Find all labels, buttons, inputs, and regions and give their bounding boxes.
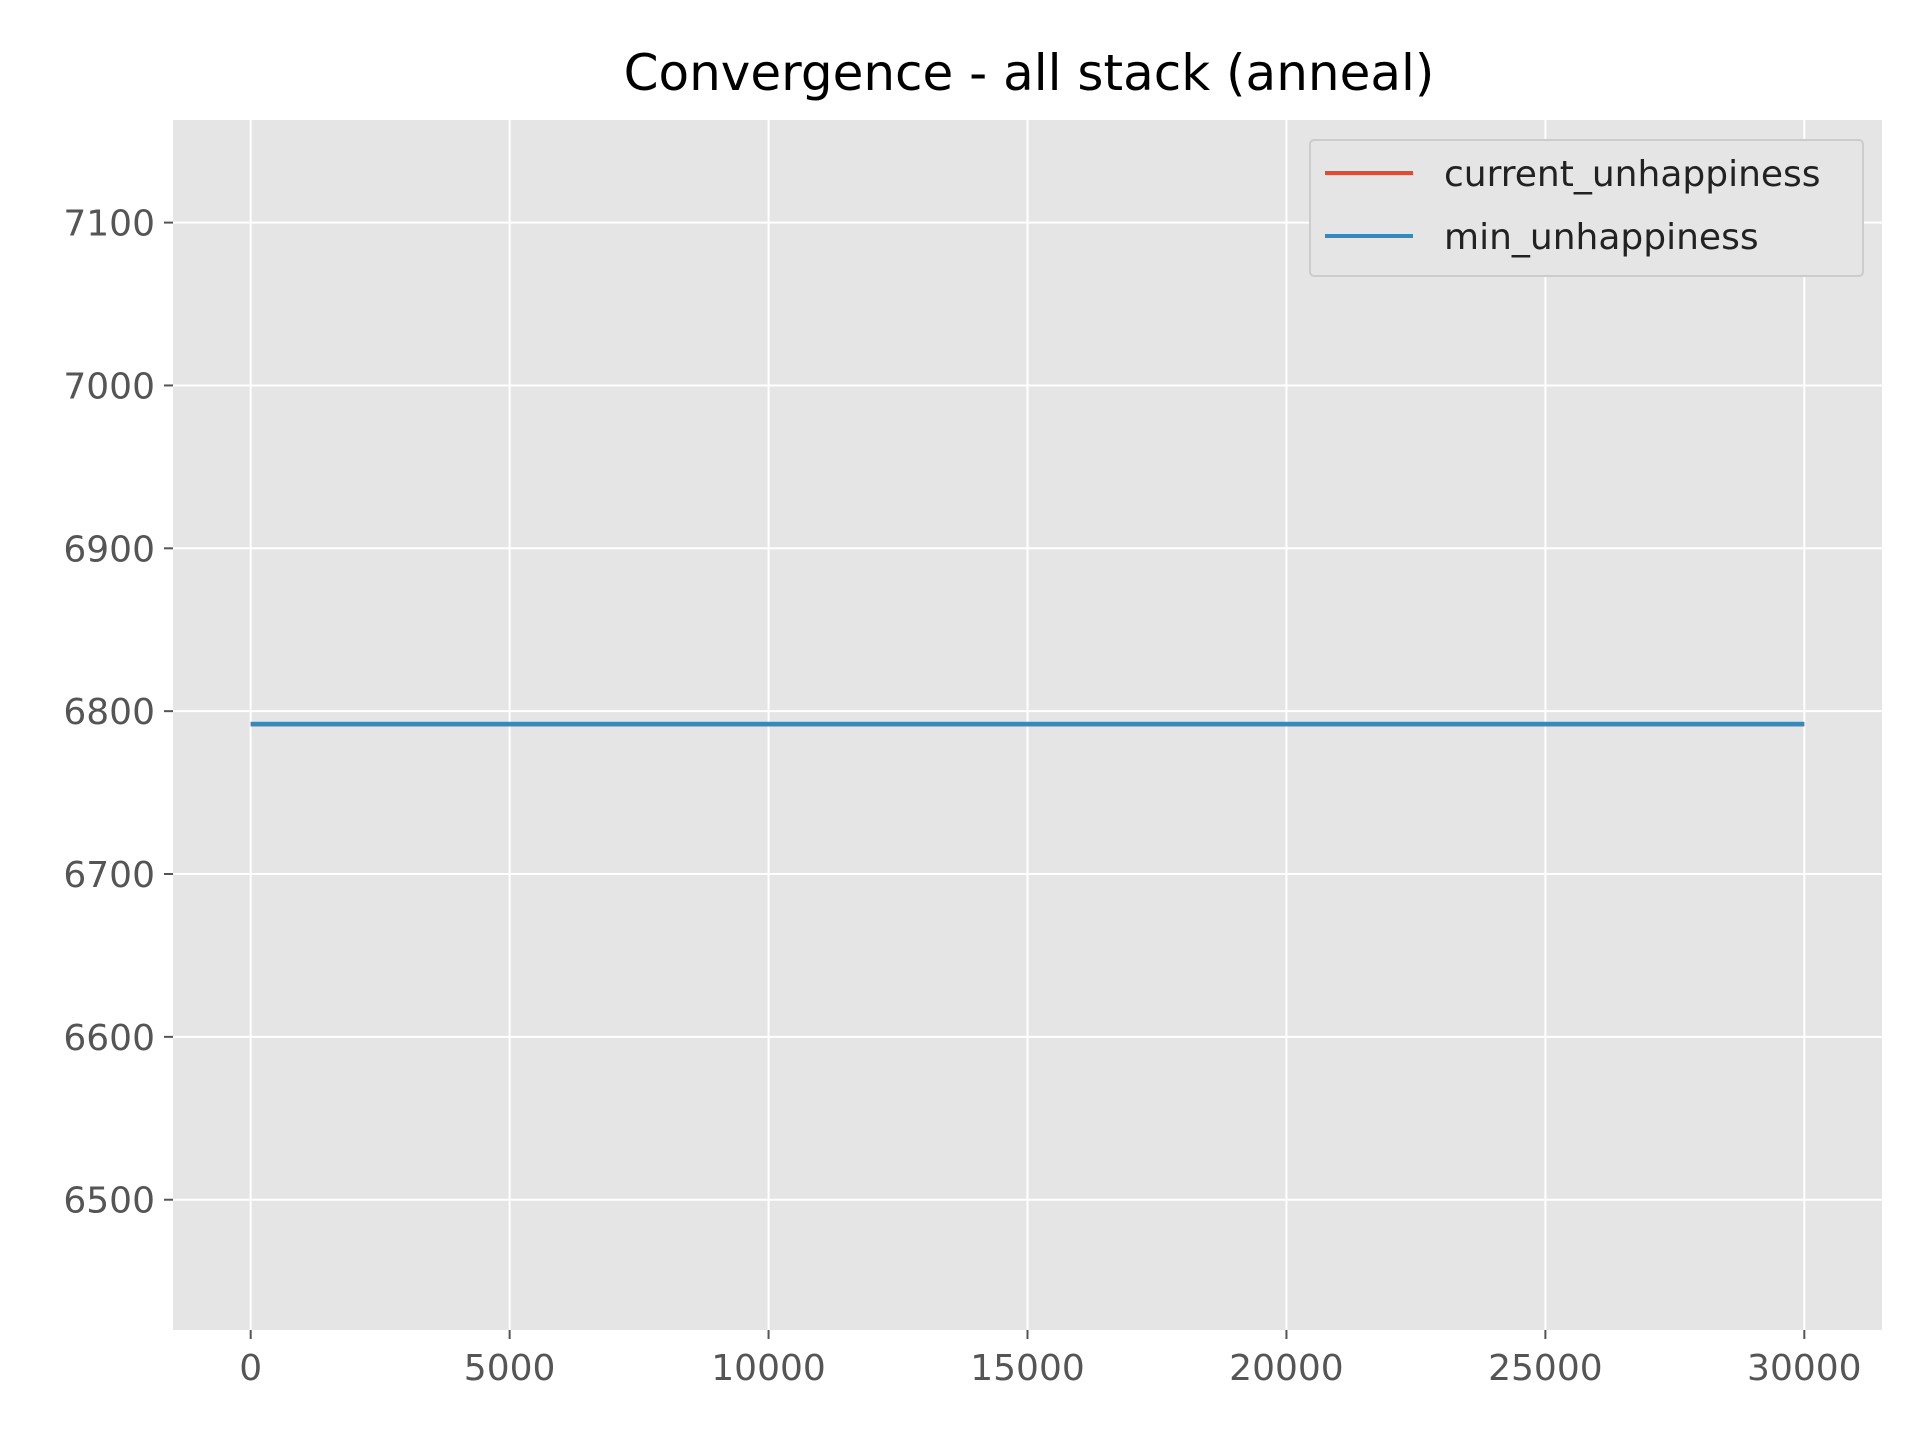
y-tick-label: 6900 xyxy=(63,529,155,570)
y-tick-label: 6800 xyxy=(63,692,155,733)
x-tick-label: 25000 xyxy=(1488,1348,1603,1389)
y-tick-label: 7000 xyxy=(63,366,155,407)
y-tick-label: 6700 xyxy=(63,855,155,896)
y-tick-label: 6500 xyxy=(63,1181,155,1222)
x-tick-label: 20000 xyxy=(1229,1348,1344,1389)
legend-label-min-unhappiness: min_unhappiness xyxy=(1444,217,1759,258)
legend-label-current-unhappiness: current_unhappiness xyxy=(1444,154,1821,195)
legend: current_unhappiness min_unhappiness xyxy=(1309,139,1864,277)
x-tick-label: 15000 xyxy=(970,1348,1085,1389)
axis-ticks: 0 5000 10000 15000 20000 25000 30000 6500 6600 67… xyxy=(63,204,1861,1389)
x-tick-label: 10000 xyxy=(711,1348,826,1389)
y-tick-label: 7100 xyxy=(63,204,155,245)
legend-box xyxy=(1309,139,1864,277)
x-tick-label: 0 xyxy=(239,1348,262,1389)
y-tick-label: 6600 xyxy=(63,1018,155,1059)
chart-title: Convergence - all stack (anneal) xyxy=(624,44,1435,102)
x-tick-label: 30000 xyxy=(1747,1348,1862,1389)
x-tick-label: 5000 xyxy=(464,1348,556,1389)
